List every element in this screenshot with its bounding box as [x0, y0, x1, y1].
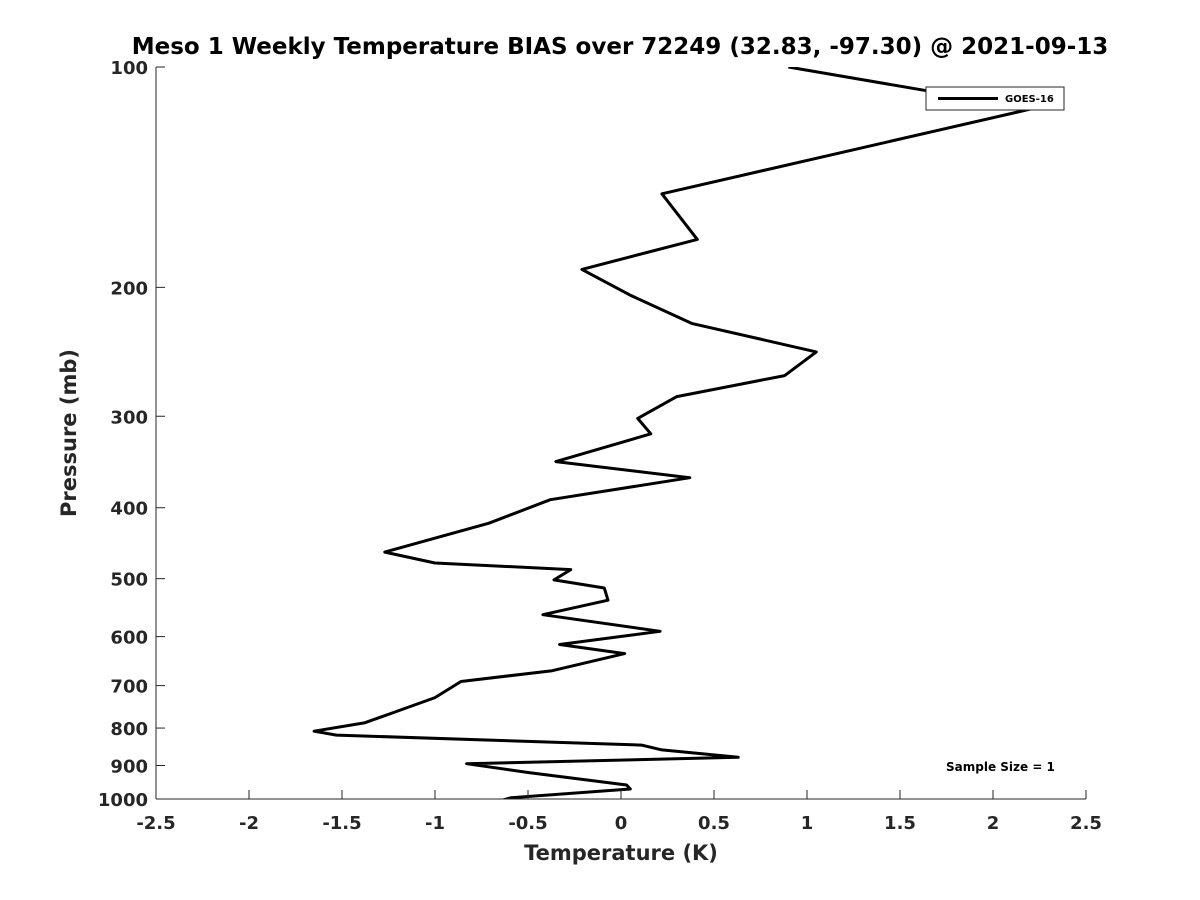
y-axis-label: Pressure (mb): [57, 349, 81, 517]
x-axis-ticks: -2.5 -2 -1.5 -1 -0.5 0 0.5 1 1.5 2 2.5: [136, 790, 1102, 834]
y-tick-label: 800: [110, 719, 148, 740]
x-tick-label: -0.5: [508, 813, 547, 834]
y-tick-label: 400: [110, 499, 148, 520]
y-tick-label: 500: [110, 570, 148, 591]
x-tick-label: -2: [239, 813, 259, 834]
series-line-goes16: [312, 67, 1034, 799]
y-tick-label: 300: [110, 407, 148, 428]
x-tick-label: 2: [987, 813, 1000, 834]
x-tick-label: 1.5: [884, 813, 916, 834]
y-tick-label: 200: [110, 278, 148, 299]
legend[interactable]: GOES-16: [925, 86, 1065, 111]
y-tick-label: 900: [110, 757, 148, 778]
x-tick-label: 1: [801, 813, 814, 834]
x-tick-label: -2.5: [136, 813, 175, 834]
x-tick-label: 2.5: [1070, 813, 1102, 834]
y-tick-label: 1000: [98, 790, 148, 811]
x-tick-label: -1.5: [322, 813, 361, 834]
legend-entry-goes16: GOES-16: [1005, 94, 1054, 105]
y-tick-label: 700: [110, 677, 148, 698]
x-tick-label: -1: [425, 813, 445, 834]
x-tick-label: 0: [615, 813, 628, 834]
x-tick-label: 0.5: [698, 813, 730, 834]
y-tick-label: 100: [110, 58, 148, 79]
y-tick-label: 600: [110, 628, 148, 649]
x-axis-label: Temperature (K): [524, 841, 718, 865]
chart-title: Meso 1 Weekly Temperature BIAS over 7224…: [132, 34, 1109, 60]
sample-size-annotation: Sample Size = 1: [946, 760, 1055, 774]
y-axis-ticks: 100 200 300 400 500 600 700 800 900 1000: [98, 58, 165, 811]
